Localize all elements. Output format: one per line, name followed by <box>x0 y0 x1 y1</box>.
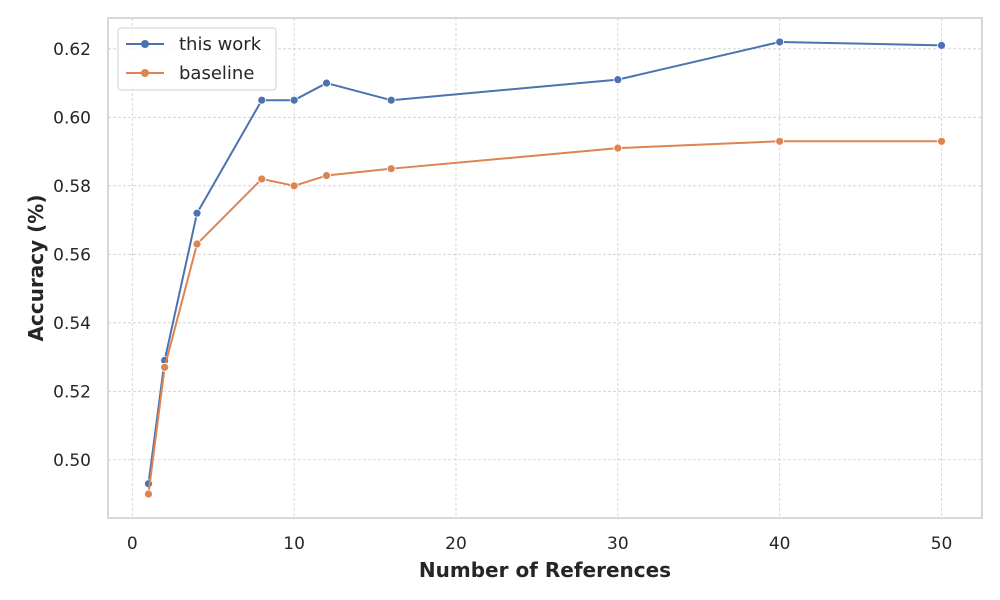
y-axis-title: Accuracy (%) <box>24 195 48 342</box>
data-point-this-work <box>192 208 202 218</box>
legend-marker-baseline <box>141 69 149 77</box>
x-axis-ticks: 0 10 20 30 40 50 <box>127 534 952 554</box>
y-tick-label: 0.56 <box>53 245 91 265</box>
data-point-this-work <box>289 95 299 105</box>
data-point-this-work <box>775 37 785 47</box>
y-axis-ticks: 0.50 0.52 0.54 0.56 0.58 0.60 0.62 <box>53 40 91 471</box>
x-tick-label: 40 <box>769 534 791 554</box>
y-tick-label: 0.52 <box>53 382 91 402</box>
x-tick-label: 50 <box>931 534 953 554</box>
y-tick-label: 0.58 <box>53 177 91 197</box>
data-point-this-work <box>386 95 396 105</box>
data-point-baseline <box>613 143 623 153</box>
legend-entry-this-work: this work <box>126 34 262 55</box>
legend-marker-this-work <box>141 40 149 48</box>
legend: this work baseline <box>117 27 277 91</box>
x-tick-label: 10 <box>283 534 305 554</box>
data-point-baseline <box>144 489 153 499</box>
data-point-baseline <box>257 174 267 184</box>
x-tick-label: 20 <box>445 534 467 554</box>
x-tick-label: 0 <box>127 534 138 554</box>
data-point-this-work <box>937 40 946 50</box>
data-point-this-work <box>613 75 623 85</box>
legend-label-baseline: baseline <box>179 63 254 84</box>
x-axis-title: Number of References <box>419 558 671 582</box>
series-layer <box>144 37 946 499</box>
grid <box>108 18 982 518</box>
data-point-baseline <box>160 362 170 372</box>
y-tick-label: 0.54 <box>53 314 91 334</box>
y-tick-label: 0.62 <box>53 40 91 60</box>
data-point-baseline <box>937 136 946 146</box>
data-point-baseline <box>322 171 331 180</box>
y-tick-label: 0.50 <box>53 451 91 471</box>
series-line-baseline <box>147 140 942 495</box>
data-point-baseline <box>192 239 202 249</box>
y-tick-label: 0.60 <box>53 108 91 128</box>
data-point-baseline <box>289 181 299 191</box>
data-point-this-work <box>322 78 331 88</box>
legend-label-this-work: this work <box>179 34 262 55</box>
plot-area <box>107 17 983 519</box>
data-point-this-work <box>257 95 267 105</box>
data-point-baseline <box>386 164 396 174</box>
series-line-this-work <box>147 40 942 484</box>
x-tick-label: 30 <box>607 534 629 554</box>
legend-entry-baseline: baseline <box>126 63 254 84</box>
data-point-baseline <box>775 136 785 146</box>
